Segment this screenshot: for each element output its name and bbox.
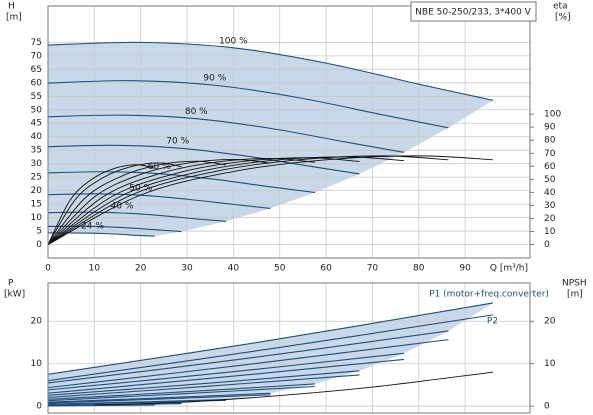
curve [47,404,155,407]
y-tick-label: 75 [31,38,42,48]
y-tick-label: 50 [31,105,43,115]
x-tick-label: 60 [320,264,332,274]
y-tick-label: 10 [31,213,43,223]
y2-axis-unit: [m] [567,290,583,300]
curve-label: 24 % [81,222,104,232]
x-axis-label: Q [m³/h] [490,264,528,274]
y2-tick-label: 40 [544,188,556,198]
title-box [410,1,537,22]
y2-tick-label: 20 [544,317,556,327]
curve [47,339,449,389]
curve [47,164,155,245]
y2-tick-label: 80 [544,136,556,146]
y-tick-label: 55 [31,92,42,102]
y2-axis-label: NPSH [562,279,587,289]
y-tick-label: 45 [31,119,42,129]
y-tick-label: 0 [36,240,42,250]
y-axis-unit: [kW] [4,290,25,300]
y-tick-label: 35 [31,146,42,156]
y2-tick-label: 10 [544,227,556,237]
curve [47,157,360,245]
x-tick-label: 40 [228,264,240,274]
curve [47,383,315,400]
curve [47,330,449,384]
chart-title: NBE 50-250/233, 3*400 V [415,8,532,18]
y-tick-label: 30 [31,159,43,169]
curve [47,41,494,101]
curve-label: 90 % [203,74,226,84]
curve [47,80,449,129]
y2-tick-label: 0 [544,240,550,250]
y-axis-label: H [8,2,15,12]
curve-label: 70 % [166,137,189,147]
curve [47,155,449,245]
curve [47,352,404,391]
curve-label: 40 % [111,201,134,211]
y-tick-label: 70 [31,51,43,61]
y2-axis-unit: [%] [555,13,571,23]
curve-label: P1 (motor+freq.converter) [429,289,549,299]
curve [94,371,493,406]
y-tick-label: 25 [31,173,42,183]
curve [47,385,315,402]
curve [47,394,271,404]
y-tick-label: 0 [36,402,42,412]
y2-tick-label: 50 [544,175,556,185]
x-tick-label: 30 [181,264,193,274]
curve [47,358,404,394]
plot-frame [47,5,531,259]
y-tick-label: 5 [36,227,42,237]
curve [47,374,360,398]
curve [47,162,182,245]
y-tick-label: 15 [31,200,42,210]
x-tick-label: 70 [367,264,379,274]
curve [47,155,493,245]
curve [47,171,316,194]
curve-label: 60 % [148,162,171,172]
y-tick-label: 65 [31,65,42,75]
y2-tick-label: 20 [544,214,556,224]
y2-tick-label: 0 [544,402,550,412]
x-tick-label: 0 [45,264,51,274]
x-tick-label: 10 [89,264,101,274]
curve [47,392,271,403]
y-tick-label: 40 [31,132,43,142]
curve-label: 100 % [219,36,248,46]
plot-frame [47,282,531,414]
y-tick-label: 20 [31,186,43,196]
curve-label: P2 [487,316,498,326]
y-axis-label: P [8,279,14,289]
curve [47,211,227,222]
x-tick-label: 90 [459,264,471,274]
x-tick-label: 50 [274,264,286,274]
curve [47,314,494,382]
curve [47,158,271,245]
y2-axis-label: eta [553,2,568,12]
curve [47,160,227,245]
y2-tick-label: 100 [544,110,561,120]
curve-label: 50 % [129,184,152,194]
operating-area [48,42,493,237]
operating-area [48,302,493,406]
y-tick-label: 60 [31,78,43,88]
curve [47,156,404,245]
y2-tick-label: 60 [544,162,556,172]
curve [47,114,405,153]
curve [47,370,360,396]
y2-tick-label: 10 [544,359,556,369]
curve [47,144,360,175]
y2-tick-label: 30 [544,201,556,211]
x-tick-label: 80 [413,264,425,274]
y-tick-label: 20 [31,317,43,327]
x-tick-label: 20 [135,264,147,274]
curve [47,302,494,375]
curve-label: 80 % [185,107,208,117]
curve [47,158,315,245]
y-tick-label: 10 [31,359,43,369]
y2-tick-label: 90 [544,123,556,133]
y2-tick-label: 70 [544,149,556,159]
y-axis-unit: [m] [6,13,22,23]
